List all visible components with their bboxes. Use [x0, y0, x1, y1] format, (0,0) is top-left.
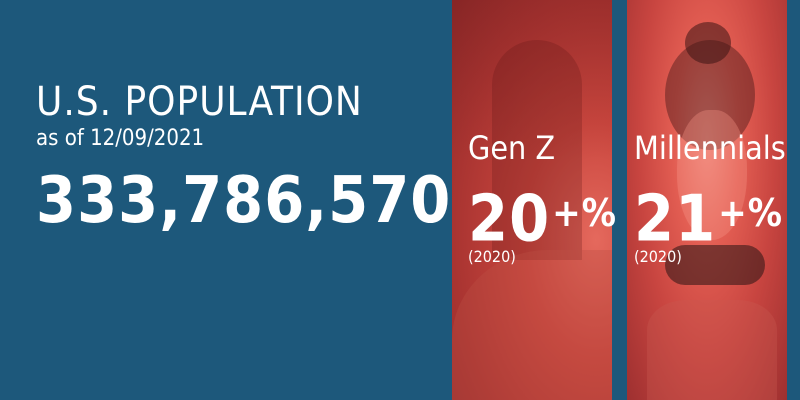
- photo-shirt-shape: [647, 300, 777, 400]
- population-title: U.S. POPULATION: [36, 79, 363, 125]
- millennials-year: (2020): [634, 247, 682, 266]
- photo-shoulder-shape: [452, 250, 612, 400]
- population-date: as of 12/09/2021: [36, 126, 205, 151]
- gen-z-suffix: +%: [552, 191, 618, 235]
- gen-z-photo: [452, 0, 612, 400]
- millennials-photo: [627, 0, 787, 400]
- millennials-label: Millennials: [634, 129, 786, 167]
- panel-divider-right: [787, 0, 800, 400]
- millennials-suffix: +%: [718, 191, 784, 235]
- photo-hair-bun-shape: [685, 22, 731, 64]
- panel-divider: [612, 0, 627, 400]
- millennials-value: 21: [634, 182, 717, 257]
- gen-z-value: 20: [468, 182, 551, 257]
- millennials-percentage: 21+%: [634, 180, 783, 252]
- population-block: U.S. POPULATION as of 12/09/2021 333,786…: [36, 80, 451, 236]
- headphones-icon: [665, 245, 765, 285]
- gen-z-year: (2020): [468, 247, 516, 266]
- gen-z-percentage: 20+%: [468, 180, 617, 252]
- photo-background-shape: [492, 40, 582, 260]
- photo-face-shape: [677, 110, 747, 240]
- gen-z-label: Gen Z: [468, 129, 556, 167]
- population-count: 333,786,570: [36, 164, 452, 238]
